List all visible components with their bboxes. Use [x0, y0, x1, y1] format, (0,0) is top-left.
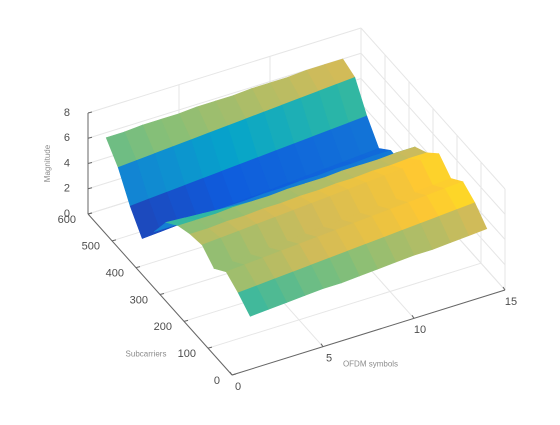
y-tick: [207, 346, 213, 349]
y-tick: [159, 293, 165, 295]
grid-line: [87, 27, 362, 114]
y-tick-label: 500: [82, 241, 100, 253]
z-tick: [87, 187, 93, 190]
x-tick-label: 10: [414, 324, 426, 336]
z-tick-label: 4: [64, 157, 70, 169]
surface-patch: [237, 285, 269, 317]
x-tick-label: 15: [505, 296, 517, 308]
x-axis: [231, 289, 506, 376]
y-tick-label: 0: [214, 375, 220, 387]
x-tick: [320, 343, 324, 347]
y-tick-label: 400: [106, 268, 124, 280]
grid-line: [360, 52, 506, 215]
z-tick: [87, 212, 93, 215]
y-tick: [111, 239, 117, 242]
z-tick-label: 8: [64, 107, 70, 119]
z-tick: [87, 162, 93, 164]
z-tick-label: 6: [64, 132, 70, 144]
z-tick: [87, 111, 93, 114]
y-tick: [135, 266, 141, 269]
y-tick-label: 200: [154, 321, 172, 333]
grid-line: [360, 27, 506, 190]
y-tick: [183, 319, 189, 322]
z-tick-label: 2: [64, 183, 70, 195]
x-tick: [411, 315, 415, 319]
x-tick-label: 0: [235, 381, 241, 393]
x-tick-label: 5: [326, 353, 332, 365]
y-axis-title: Subcarriers: [126, 350, 167, 359]
y-tick-label: 100: [178, 348, 196, 360]
grid-line: [207, 262, 482, 349]
z-axis-title: Magnitude: [43, 144, 52, 182]
x-tick: [229, 371, 233, 376]
y-tick: [231, 373, 237, 376]
y-tick-label: 300: [130, 294, 148, 306]
z-tick-label: 0: [64, 208, 70, 220]
x-axis-title: OFDM symbols: [343, 360, 398, 369]
z-tick: [87, 136, 93, 139]
y-tick-label: 600: [58, 214, 76, 226]
x-tick: [502, 286, 506, 291]
